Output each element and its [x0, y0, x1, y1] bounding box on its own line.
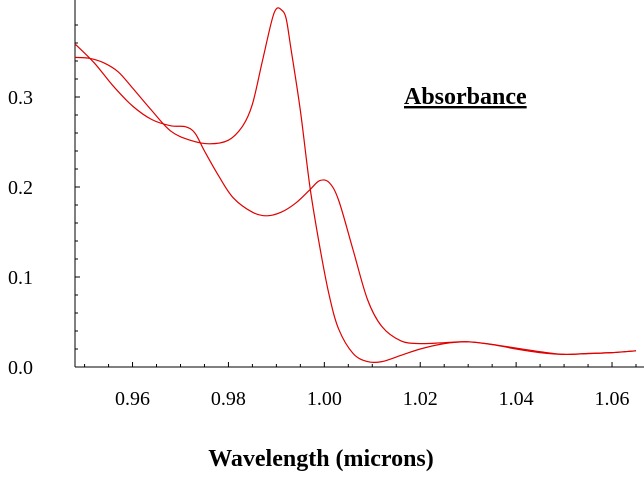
absorbance-series-1	[74, 43, 637, 356]
chart-title: Absorbance	[404, 84, 527, 110]
x-tick-label: 1.00	[307, 388, 342, 410]
x-tick-label: 1.04	[499, 388, 534, 410]
x-ticks: 0.96 0.98 1.00 1.02 1.04 1.06	[84, 362, 637, 410]
x-tick-label: 1.06	[595, 388, 630, 410]
y-ticks: 0.0 0.1 0.2 0.3	[8, 24, 80, 379]
y-tick-label: 0.1	[8, 267, 33, 289]
absorbance-series-2	[74, 7, 637, 364]
x-tick-label: 1.02	[403, 388, 438, 410]
series-group	[74, 7, 637, 364]
x-tick-label: 0.98	[211, 388, 246, 410]
y-tick-label: 0.0	[8, 357, 33, 379]
x-tick-label: 0.96	[115, 388, 150, 410]
x-axis-label: Wavelength (microns)	[208, 446, 434, 472]
y-tick-label: 0.2	[8, 177, 33, 199]
y-tick-label: 0.3	[8, 87, 33, 109]
